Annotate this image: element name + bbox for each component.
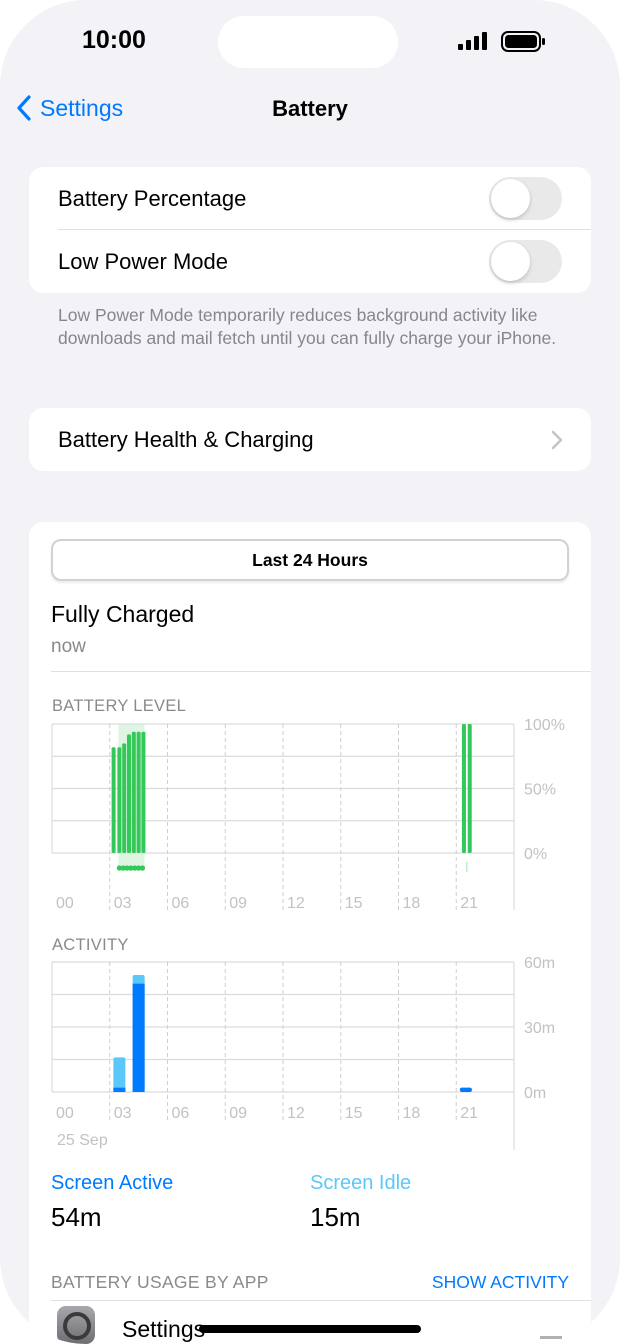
battery-level-bar — [122, 743, 127, 853]
screen-idle-bar — [113, 1057, 126, 1092]
screen-idle-value: 15m — [310, 1202, 361, 1232]
charging-indicator-dot — [128, 865, 134, 871]
battery-level-bar — [467, 724, 472, 853]
divider — [58, 229, 591, 230]
low-power-mode-toggle[interactable] — [489, 240, 562, 283]
battery-x-tick: 09 — [229, 895, 247, 912]
back-label: Settings — [40, 94, 124, 121]
divider — [51, 1300, 591, 1301]
battery-level-bar — [117, 747, 122, 853]
charging-indicator-dot — [132, 865, 138, 871]
screen-active-bar — [459, 1087, 472, 1092]
activity-x-tick: 00 — [56, 1105, 74, 1122]
battery-level-bar — [461, 724, 466, 853]
home-indicator[interactable] — [199, 1325, 421, 1333]
battery-icon — [501, 31, 545, 52]
battery-health-row[interactable]: Battery Health & Charging — [29, 408, 591, 471]
settings-gear-icon — [57, 1306, 95, 1344]
battery-percentage-label: Battery Percentage — [58, 185, 247, 211]
activity-x-tick: 06 — [172, 1105, 190, 1122]
battery-x-tick: 12 — [287, 895, 305, 912]
battery-x-tick: 15 — [345, 895, 363, 912]
battery-y-tick: 50% — [524, 782, 556, 799]
activity-y-tick: 60m — [524, 955, 555, 972]
usage-charts: 00 03 06 09 12 15 18 21 100% 50% 0% 00 03 06 09 12 15 18 2… — [51, 717, 565, 1150]
screen-active-label: Screen Active — [51, 1172, 174, 1194]
battery-y-tick: 100% — [524, 717, 565, 734]
charging-indicator-dot — [124, 865, 130, 871]
low-power-mode-row: Low Power Mode — [58, 230, 591, 293]
chevron-left-icon — [17, 95, 31, 121]
show-activity-button[interactable]: SHOW ACTIVITY — [431, 1272, 569, 1292]
battery-level-bar — [111, 747, 116, 853]
activity-y-tick: 30m — [524, 1020, 555, 1037]
chevron-right-icon — [551, 430, 563, 450]
divider — [51, 671, 591, 672]
battery-x-tick: 00 — [56, 895, 74, 912]
charging-indicator-dot — [139, 865, 146, 871]
activity-x-tick: 09 — [229, 1105, 247, 1122]
charging-indicator-dot — [116, 865, 122, 871]
activity-x-tick: 21 — [460, 1105, 478, 1122]
charging-indicator-dot — [136, 865, 142, 871]
page-title: Battery — [272, 96, 348, 121]
activity-x-tick: 03 — [114, 1105, 132, 1122]
low-power-note: Low Power Mode temporarily reduces backg… — [58, 305, 557, 348]
toggle-group: Battery Percentage Low Power Mode — [29, 167, 591, 293]
charging-indicator-dot — [120, 865, 126, 871]
charge-time: now — [51, 636, 86, 657]
screen-idle-label: Screen Idle — [310, 1172, 412, 1194]
status-icons — [458, 31, 545, 52]
activity-x-tick: 15 — [345, 1105, 363, 1122]
screen-active-value: 54m — [51, 1202, 102, 1232]
battery-percentage-toggle[interactable] — [489, 177, 562, 220]
status-time: 10:00 — [82, 26, 146, 54]
app-row-settings[interactable]: Settings — [122, 1316, 206, 1342]
battery-level-bar — [141, 731, 146, 853]
screen-active-bar — [113, 1087, 126, 1092]
battery-x-tick: 03 — [114, 895, 132, 912]
battery-level-bar — [127, 734, 131, 853]
battery-level-bar — [131, 731, 136, 853]
low-power-mode-label: Low Power Mode — [58, 248, 228, 274]
battery-usage-by-app-label: BATTERY USAGE BY APP — [51, 1272, 269, 1292]
screen-active-bar — [132, 983, 145, 1092]
activity-label: ACTIVITY — [52, 936, 129, 954]
activity-date-label: 25 Sep — [57, 1132, 108, 1149]
battery-x-tick: 06 — [172, 895, 190, 912]
battery-health-label: Battery Health & Charging — [58, 426, 314, 452]
back-button[interactable]: Settings — [16, 94, 123, 122]
battery-level-bar — [136, 731, 141, 853]
battery-y-tick: 0% — [524, 846, 547, 863]
activity-x-tick: 12 — [287, 1105, 305, 1122]
dynamic-island — [218, 16, 398, 68]
activity-y-tick: 0m — [524, 1085, 546, 1102]
usage-card — [29, 522, 591, 1344]
battery-level-label: BATTERY LEVEL — [52, 697, 187, 715]
battery-x-tick: 21 — [460, 895, 478, 912]
battery-x-tick: 18 — [403, 895, 421, 912]
cellular-signal-icon — [458, 32, 487, 50]
battery-percentage-row: Battery Percentage — [58, 167, 591, 230]
charge-status: Fully Charged — [51, 601, 195, 627]
activity-x-tick: 18 — [403, 1105, 421, 1122]
time-range-selector[interactable]: Last 24 Hours — [51, 539, 569, 581]
app-usage-dash — [540, 1336, 562, 1339]
